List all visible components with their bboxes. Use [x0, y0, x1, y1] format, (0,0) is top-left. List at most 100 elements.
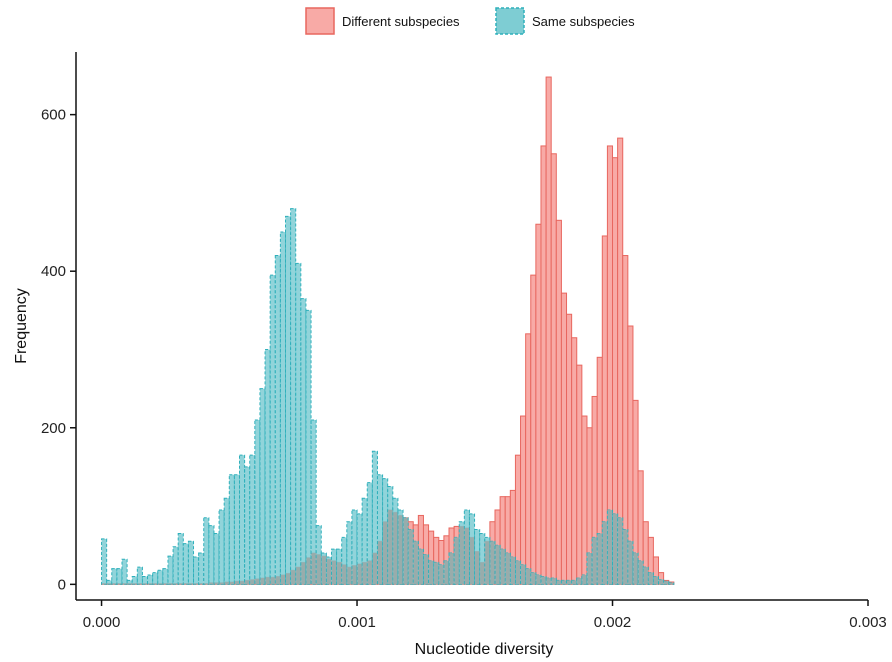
bar-overlap	[659, 579, 664, 585]
bar-overlap	[403, 517, 408, 585]
bar-same-subspecies	[223, 497, 230, 585]
legend-label-same-subspecies: Same subspecies	[532, 14, 635, 29]
bar-different-subspecies	[576, 364, 583, 585]
bar-overlap	[582, 574, 587, 585]
bar-overlap	[505, 553, 510, 585]
bar-same-subspecies	[208, 525, 215, 585]
bar-same-subspecies	[182, 543, 189, 585]
bar-same-subspecies	[141, 576, 149, 585]
bar-overlap	[234, 581, 240, 585]
bar-overlap	[372, 553, 377, 585]
bar-overlap	[653, 576, 659, 585]
bar-overlap	[633, 553, 638, 585]
bar-overlap	[337, 562, 342, 585]
bar-overlap	[541, 576, 546, 585]
bar-overlap	[291, 570, 296, 585]
bar-overlap	[613, 513, 618, 585]
bar-overlap	[628, 541, 633, 585]
bar-overlap	[214, 582, 219, 585]
bar-same-subspecies	[157, 569, 164, 585]
bar-overlap	[194, 583, 199, 585]
bar-overlap	[398, 515, 403, 585]
bar-same-subspecies	[295, 262, 302, 585]
bar-same-subspecies	[228, 474, 235, 585]
bar-overlap	[444, 560, 449, 585]
bar-overlap	[342, 564, 347, 585]
bar-same-subspecies	[244, 466, 251, 585]
bar-different-subspecies	[550, 153, 557, 585]
bar-same-subspecies	[111, 568, 118, 585]
bar-same-subspecies	[310, 419, 317, 585]
bar-same-subspecies	[116, 568, 123, 585]
bar-overlap	[270, 577, 275, 585]
bar-same-subspecies	[233, 474, 241, 585]
bar-overlap	[112, 583, 117, 585]
bar-overlap	[153, 583, 158, 585]
bar-different-subspecies	[571, 337, 578, 585]
bar-overlap	[285, 573, 291, 585]
y-tick-label: 400	[41, 263, 66, 280]
bar-overlap	[459, 526, 464, 585]
bar-overlap	[551, 578, 556, 585]
bar-overlap	[265, 577, 270, 585]
bar-overlap	[122, 583, 127, 585]
y-tick-label: 200	[41, 420, 66, 437]
bar-overlap	[434, 562, 439, 585]
bar-overlap	[352, 565, 357, 585]
bar-overlap	[643, 567, 648, 585]
bar-overlap	[275, 576, 280, 585]
x-axis-title: Nucleotide diversity	[415, 641, 554, 658]
bar-overlap	[536, 574, 541, 585]
bar-overlap	[362, 562, 367, 585]
bar-same-subspecies	[218, 509, 225, 585]
bar-same-subspecies	[361, 497, 368, 585]
bar-overlap	[250, 579, 255, 585]
bar-overlap	[158, 583, 163, 585]
bar-overlap	[480, 562, 485, 585]
y-axis-title: Frequency	[13, 288, 30, 364]
bar-different-subspecies	[525, 333, 532, 585]
bar-overlap	[347, 567, 352, 585]
bar-different-subspecies	[566, 313, 573, 585]
bar-same-subspecies	[290, 208, 297, 585]
bar-same-subspecies	[152, 572, 159, 585]
bar-same-subspecies	[187, 540, 195, 585]
bar-overlap	[142, 583, 148, 585]
bar-overlap	[449, 553, 454, 585]
bar-overlap	[526, 568, 531, 585]
x-tick-label: 0.000	[83, 614, 121, 631]
bar-overlap	[597, 533, 602, 585]
bar-overlap	[229, 581, 234, 585]
bar-overlap	[577, 578, 582, 585]
bar-overlap	[485, 541, 490, 585]
bar-overlap	[607, 509, 613, 585]
bar-same-subspecies	[239, 454, 246, 585]
bar-same-subspecies	[198, 552, 205, 585]
bar-overlap	[224, 581, 229, 585]
bar-overlap	[331, 560, 337, 585]
y-tick-label: 600	[41, 107, 66, 124]
bar-overlap	[439, 564, 444, 585]
bar-overlap	[567, 580, 572, 585]
bar-overlap	[587, 553, 592, 585]
bar-same-subspecies	[284, 215, 292, 585]
bar-overlap	[623, 529, 628, 585]
bar-overlap	[209, 582, 214, 585]
y-axis-ticks: 0 200 400 600	[41, 107, 76, 593]
bar-different-subspecies	[545, 76, 552, 585]
y-tick-label: 0	[58, 576, 66, 593]
bar-overlap	[321, 556, 326, 585]
bar-same-subspecies	[167, 555, 174, 585]
bar-overlap	[168, 583, 173, 585]
bar-same-subspecies	[269, 274, 276, 585]
bar-overlap	[510, 556, 515, 585]
bar-overlap	[117, 583, 122, 585]
bar-overlap	[572, 580, 577, 585]
bar-same-subspecies	[305, 309, 312, 585]
legend-swatch-different-subspecies	[305, 7, 335, 35]
series-different-subspecies	[101, 76, 675, 585]
bar-overlap	[219, 582, 224, 585]
legend-swatch-same-subspecies	[495, 7, 525, 35]
bar-overlap	[148, 583, 153, 585]
